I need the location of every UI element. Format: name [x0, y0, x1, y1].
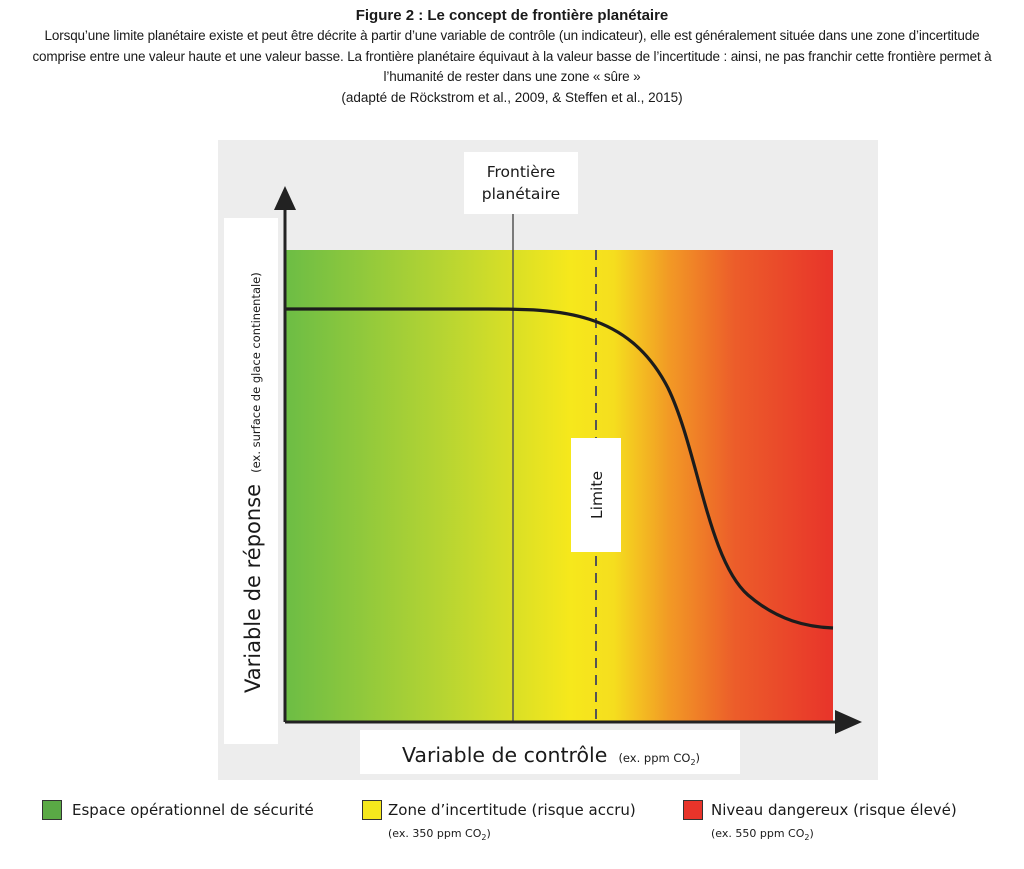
- x-axis-arrow: [835, 710, 862, 734]
- legend-swatch-danger: [683, 800, 703, 820]
- legend-label-danger: Niveau dangereux (risque élevé): [711, 801, 957, 819]
- legend-swatch-safe: [42, 800, 62, 820]
- legend-swatch-uncertain: [362, 800, 382, 820]
- x-axis-label: Variable de contrôle (ex. ppm CO2): [402, 743, 700, 767]
- x-axis-example-close: ): [696, 751, 701, 765]
- x-axis-example-sub: 2: [690, 758, 695, 767]
- figure-title: Figure 2 : Le concept de frontière plané…: [355, 7, 669, 24]
- figure-source: (adapté de Röckstrom et al., 2009, & Ste…: [341, 89, 683, 105]
- legend-label-uncertain: Zone d’incertitude (risque accru): [388, 801, 636, 819]
- boundary-label-box: [464, 152, 578, 214]
- legend-label-safe: Espace opérationnel de sécurité: [72, 801, 314, 819]
- y-axis-label: Variable de réponse (ex. surface de glac…: [241, 272, 265, 693]
- limit-label-box: [571, 438, 621, 552]
- boundary-diagram: Variable de réponse (ex. surface de glac…: [218, 140, 878, 780]
- zone-gradient-area: [285, 250, 833, 722]
- boundary-label-line1: Frontière: [487, 163, 556, 181]
- y-axis-main: Variable de réponse: [241, 484, 265, 693]
- figure-caption: Figure 2 : Le concept de frontière plané…: [0, 6, 1024, 108]
- y-axis-example: (ex. surface de glace continentale): [249, 272, 263, 473]
- legend: Espace opérationnel de sécurité Zone d’i…: [0, 800, 1024, 860]
- limit-label: Limite: [588, 471, 606, 519]
- x-axis-example: (ex. ppm CO: [618, 751, 690, 765]
- legend-example-danger: (ex. 550 ppm CO2): [711, 827, 814, 843]
- legend-example-uncertain: (ex. 350 ppm CO2): [388, 827, 491, 843]
- response-curve: [285, 307, 834, 630]
- x-axis-label-box: [360, 730, 740, 774]
- y-axis-label-box: [224, 218, 278, 744]
- y-axis-arrow: [274, 186, 296, 210]
- boundary-label-line2: planétaire: [482, 185, 560, 203]
- figure-description: Lorsqu’une limite planétaire existe et p…: [32, 28, 992, 84]
- x-axis-main: Variable de contrôle: [402, 743, 607, 767]
